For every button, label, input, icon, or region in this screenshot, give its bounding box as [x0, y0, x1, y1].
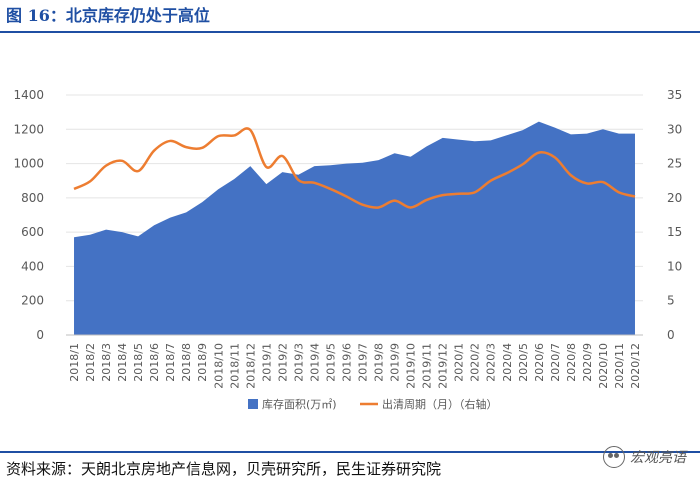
x-axis-tick-label: 2020/3 — [485, 343, 498, 382]
x-axis-tick-label: 2020/4 — [501, 343, 514, 382]
x-axis-tick-label: 2018/12 — [244, 343, 257, 389]
figure-title: 图 16：北京库存仍处于高位 — [6, 6, 210, 25]
right-axis-tick-label: 25 — [667, 157, 682, 171]
legend-swatch-inventory — [248, 399, 258, 409]
left-axis-tick-label: 200 — [21, 294, 44, 308]
right-axis-tick-label: 5 — [667, 294, 675, 308]
x-axis-tick-label: 2019/9 — [389, 343, 402, 382]
x-axis-tick-label: 2019/4 — [308, 343, 321, 382]
x-axis-tick-label: 2018/5 — [132, 343, 145, 382]
footer-divider — [0, 451, 700, 453]
x-axis-tick-label: 2020/7 — [549, 343, 562, 382]
right-axis-tick-label: 10 — [667, 259, 682, 273]
title-divider — [0, 31, 700, 33]
x-axis-tick-label: 2019/1 — [260, 343, 273, 382]
left-axis-tick-label: 400 — [21, 259, 44, 273]
x-axis-tick-label: 2018/6 — [148, 343, 161, 382]
x-axis-tick-label: 2018/1 — [68, 343, 81, 382]
x-axis-tick-label: 2018/2 — [84, 343, 97, 382]
x-axis-tick-label: 2018/8 — [180, 343, 193, 382]
left-axis-tick-label: 1400 — [13, 88, 44, 102]
x-axis-tick-label: 2019/11 — [421, 343, 434, 389]
wechat-icon — [603, 446, 625, 468]
legend-label-cycle: 出清周期（月）（右轴） — [382, 397, 498, 411]
x-axis-tick-label: 2018/11 — [228, 343, 241, 389]
x-axis-tick-label: 2019/5 — [324, 343, 337, 382]
x-axis-tick-label: 2019/2 — [276, 343, 289, 382]
brand-watermark: 宏观亮语 — [603, 446, 686, 468]
x-axis-tick-label: 2020/6 — [533, 343, 546, 382]
x-axis-tick-label: 2019/7 — [357, 343, 370, 382]
left-axis: 0 200 400 600 800 1000 1200 1400 — [13, 88, 44, 342]
left-axis-tick-label: 1200 — [13, 122, 44, 136]
x-axis-tick-label: 2020/11 — [613, 343, 626, 389]
x-axis-tick-label: 2018/4 — [116, 343, 129, 382]
x-axis-tick-label: 2018/7 — [164, 343, 177, 382]
right-axis-tick-label: 30 — [667, 122, 682, 136]
x-axis-tick-label: 2019/10 — [405, 343, 418, 389]
legend-label-inventory: 库存面积(万㎡) — [262, 397, 337, 411]
right-axis-tick-label: 20 — [667, 191, 682, 205]
right-axis-tick-label: 0 — [667, 328, 675, 342]
x-axis-tick-label: 2020/2 — [469, 343, 482, 382]
x-axis-tick-label: 2019/12 — [437, 343, 450, 389]
left-axis-tick-label: 1000 — [13, 157, 44, 171]
left-axis-tick-label: 600 — [21, 225, 44, 239]
x-axis: 2018/1 2018/2 2018/3 2018/4 2018/5 2018/6 2018… — [66, 334, 643, 389]
x-axis-tick-label: 2019/6 — [340, 343, 353, 382]
x-axis-tick-label: 2020/9 — [581, 343, 594, 382]
x-axis-tick-label: 2018/10 — [212, 343, 225, 389]
x-axis-tick-label: 2019/8 — [373, 343, 386, 382]
brand-name: 宏观亮语 — [630, 450, 686, 466]
x-axis-tick-label: 2020/10 — [597, 343, 610, 389]
dual-axis-chart: 0 200 400 600 800 1000 1200 1400 0 5 10 15 20 25 30 35… — [13, 88, 682, 411]
x-axis-tick-label: 2020/8 — [565, 343, 578, 382]
inventory-area — [74, 121, 635, 335]
left-axis-tick-label: 800 — [21, 191, 44, 205]
x-axis-tick-label: 2019/3 — [292, 343, 305, 382]
x-axis-tick-label: 2018/3 — [100, 343, 113, 382]
clearance-cycle-line — [73, 127, 636, 209]
left-axis-tick-label: 0 — [36, 328, 44, 342]
x-axis-tick-label: 2020/5 — [517, 343, 530, 382]
chart-legend: 库存面积(万㎡) 出清周期（月）（右轴） — [248, 397, 498, 411]
x-axis-tick-label: 2020/1 — [453, 343, 466, 382]
right-axis-tick-label: 35 — [667, 88, 682, 102]
right-axis: 0 5 10 15 20 25 30 35 — [667, 88, 682, 342]
inventory-area-series — [74, 121, 635, 335]
source-note: 资料来源：天朗北京房地产信息网，贝壳研究所，民生证券研究院 — [6, 460, 442, 478]
right-axis-tick-label: 15 — [667, 225, 682, 239]
x-axis-tick-label: 2020/12 — [629, 343, 642, 389]
clearance-cycle-line-series — [73, 127, 636, 209]
x-axis-tick-label: 2018/9 — [196, 343, 209, 382]
